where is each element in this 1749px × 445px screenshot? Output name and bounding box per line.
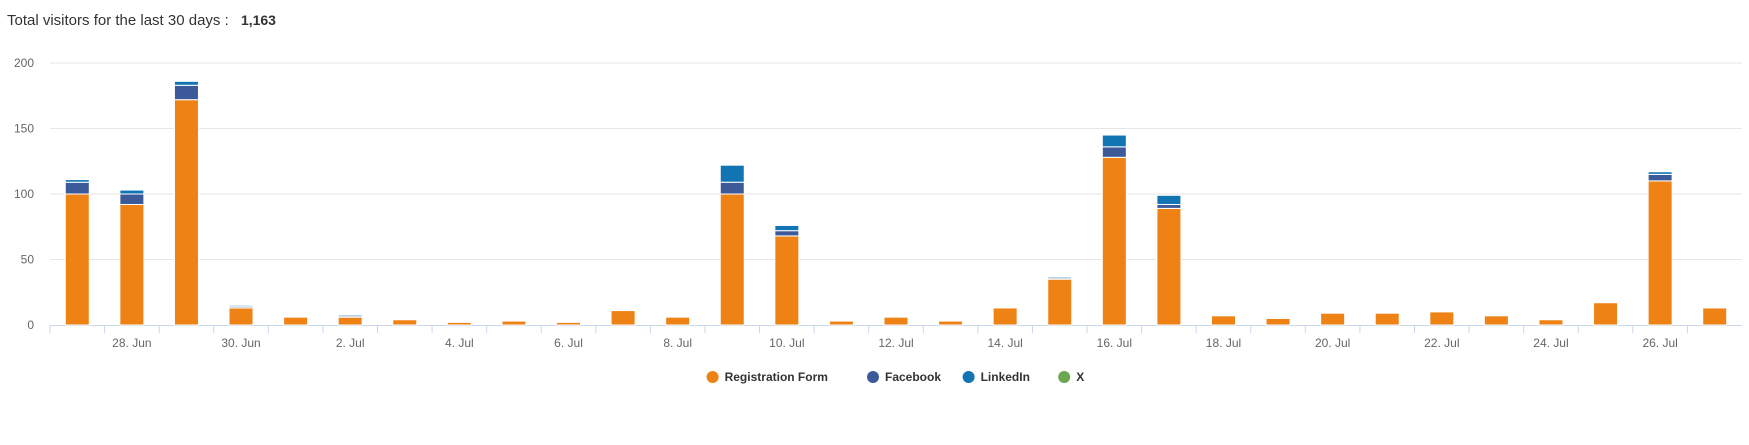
bar-segment-linkedin[interactable] (64, 179, 90, 183)
bar-segment-registration-form[interactable] (392, 319, 418, 326)
total-visitors-value: 1,163 (240, 12, 276, 28)
y-tick-label: 150 (14, 122, 34, 136)
bar-segment-registration-form[interactable] (1538, 319, 1564, 326)
bar-segment-registration-form[interactable] (1429, 311, 1455, 326)
legend-label: Registration Form (725, 370, 828, 384)
bar-segment-registration-form[interactable] (119, 203, 145, 326)
x-tick-label: 14. Jul (987, 336, 1022, 350)
x-tick-label: 22. Jul (1424, 336, 1459, 350)
bar-segment-registration-form[interactable] (1101, 156, 1127, 326)
bar-segment-registration-form[interactable] (1374, 312, 1400, 326)
bar-segment-registration-form[interactable] (719, 193, 745, 326)
x-tick-label: 10. Jul (769, 336, 804, 350)
total-visitors-header: Total visitors for the last 30 days : 1,… (7, 12, 276, 29)
x-tick-label: 8. Jul (663, 336, 692, 350)
bar-segment-linkedin[interactable] (1156, 194, 1182, 205)
x-tick-label: 2. Jul (336, 336, 365, 350)
legend-item-linkedin[interactable]: LinkedIn (962, 370, 1030, 384)
bar-segment-registration-form[interactable] (610, 310, 636, 326)
bar-segment-registration-form[interactable] (1156, 207, 1182, 326)
legend-marker (867, 371, 879, 383)
bar-segment-registration-form[interactable] (1702, 307, 1728, 326)
legend-label: LinkedIn (981, 370, 1030, 384)
bar-segment-registration-form[interactable] (1047, 278, 1073, 326)
legend-marker (1058, 371, 1071, 383)
y-tick-label: 0 (27, 318, 34, 332)
x-tick-label: 24. Jul (1533, 336, 1568, 350)
bar-segment-registration-form[interactable] (665, 316, 691, 326)
bar-segment-linkedin[interactable] (119, 189, 145, 195)
bar-segment-registration-form[interactable] (64, 193, 90, 326)
bar-segment-facebook[interactable] (774, 230, 800, 237)
bar-segment-facebook[interactable] (719, 181, 745, 195)
legend-marker (962, 371, 975, 383)
bar-segment-registration-form[interactable] (828, 320, 854, 326)
bar-segment-registration-form[interactable] (938, 320, 964, 326)
y-tick-label: 50 (21, 253, 35, 267)
bar-segment-registration-form[interactable] (1593, 302, 1619, 326)
legend-item-facebook[interactable]: Facebook (867, 370, 941, 384)
bar-segment-linkedin[interactable] (1101, 134, 1127, 148)
bar-segment-linkedin[interactable] (337, 314, 363, 317)
legend-item-registration-form[interactable]: Registration Form (706, 370, 828, 384)
bar-segment-registration-form[interactable] (337, 316, 363, 326)
x-tick-label: 12. Jul (878, 336, 913, 350)
bar-segment-registration-form[interactable] (173, 99, 199, 326)
bar-segment-registration-form[interactable] (774, 235, 800, 326)
legend-marker (706, 371, 719, 383)
bar-segment-facebook[interactable] (119, 193, 145, 205)
bar-segment-linkedin[interactable] (173, 80, 199, 86)
bar-segment-facebook[interactable] (1101, 146, 1127, 158)
bar-segment-registration-form[interactable] (556, 321, 582, 326)
x-tick-label: 6. Jul (554, 336, 583, 350)
bar-segment-linkedin[interactable] (228, 304, 254, 308)
bar-segment-facebook[interactable] (64, 181, 90, 195)
bar-segment-registration-form[interactable] (992, 307, 1018, 326)
x-tick-label: 30. Jun (221, 336, 260, 350)
total-visitors-label: Total visitors for the last 30 days : (7, 12, 229, 29)
bar-segment-registration-form[interactable] (1647, 180, 1673, 326)
bar-segment-facebook[interactable] (1647, 173, 1673, 182)
bar-segment-linkedin[interactable] (774, 224, 800, 232)
x-tick-label: 20. Jul (1315, 336, 1350, 350)
legend-item-x[interactable]: X (1058, 370, 1084, 384)
legend-label: Facebook (885, 370, 941, 384)
y-tick-label: 200 (14, 56, 34, 70)
bar-segment-registration-form[interactable] (501, 320, 527, 326)
bar-segment-linkedin[interactable] (719, 164, 745, 183)
bar-segment-registration-form[interactable] (446, 321, 472, 326)
bar-segment-facebook[interactable] (1156, 203, 1182, 209)
x-tick-label: 18. Jul (1206, 336, 1241, 350)
x-tick-label: 26. Jul (1642, 336, 1677, 350)
bar-segment-registration-form[interactable] (1210, 315, 1236, 326)
bar-segment-registration-form[interactable] (228, 307, 254, 326)
bar-segment-registration-form[interactable] (1320, 312, 1346, 326)
bar-segment-facebook[interactable] (173, 84, 199, 101)
x-tick-label: 28. Jun (112, 336, 151, 350)
x-tick-label: 16. Jul (1097, 336, 1132, 350)
bar-segment-linkedin[interactable] (1047, 276, 1073, 279)
bar-segment-registration-form[interactable] (1265, 317, 1291, 326)
bar-segment-registration-form[interactable] (1483, 315, 1509, 326)
bar-segment-linkedin[interactable] (1647, 171, 1673, 175)
y-tick-label: 100 (14, 187, 34, 201)
x-tick-label: 4. Jul (445, 336, 474, 350)
legend-label: X (1076, 370, 1084, 384)
bar-segment-registration-form[interactable] (883, 316, 909, 326)
bar-segment-registration-form[interactable] (283, 316, 309, 326)
